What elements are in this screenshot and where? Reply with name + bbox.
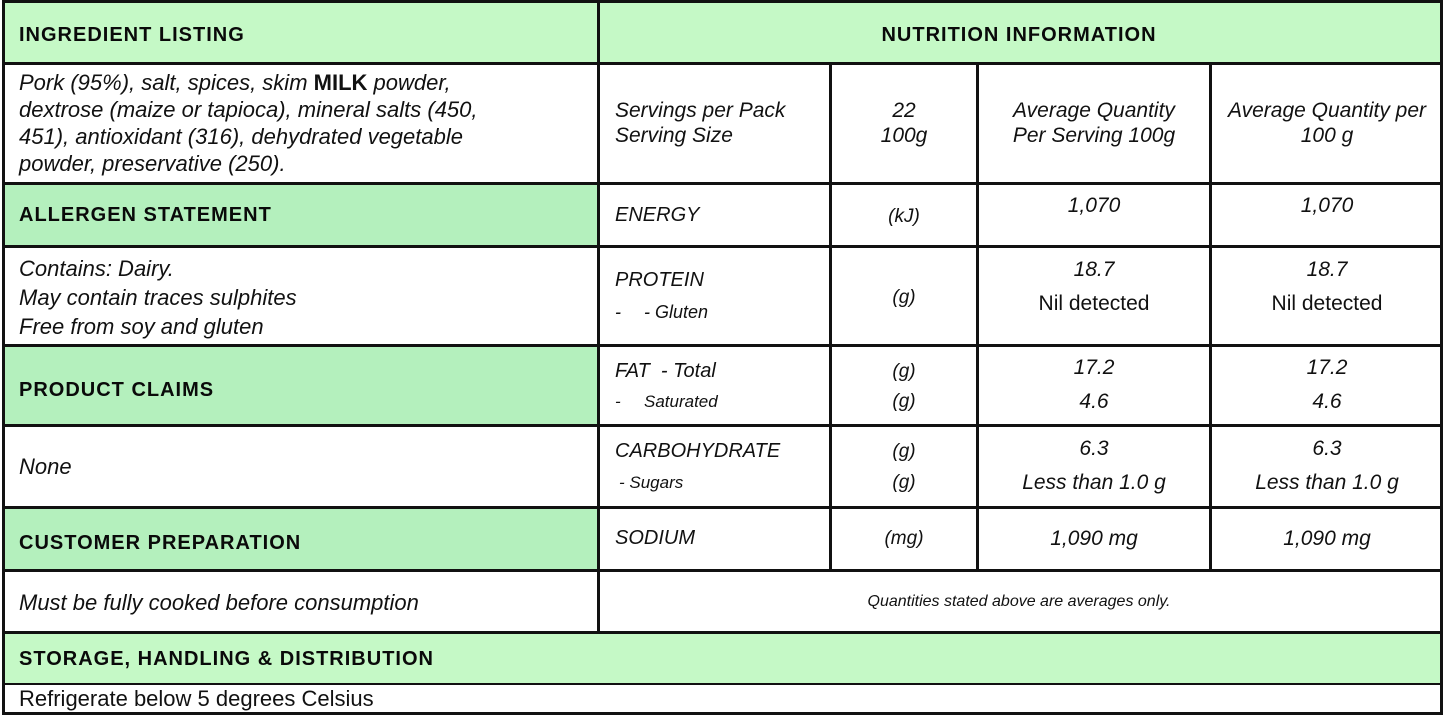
storage-heading: STORAGE, HANDLING & DISTRIBUTION (19, 648, 434, 670)
allergen-heading: ALLERGEN STATEMENT (19, 204, 272, 226)
nutrition-footnote: Quantities stated above are averages onl… (867, 593, 1171, 610)
servings-per-pack-label: Servings per Pack (615, 99, 786, 122)
serving-size-label: Serving Size (615, 124, 733, 147)
sodium-unit: (mg) (884, 528, 924, 549)
allergen-line-1: Contains: Dairy. (19, 256, 174, 281)
divider-main (597, 0, 600, 633)
ingredient-heading: INGREDIENT LISTING (19, 24, 245, 46)
per-serving-header-line-1: Average Quantity (1013, 99, 1175, 122)
gluten-per-100g: Nil detected (1271, 292, 1383, 315)
fat-unit: (g) (892, 361, 916, 382)
rule-63 (2, 62, 1443, 65)
border-top (2, 0, 1443, 3)
energy-unit: (kJ) (888, 206, 920, 227)
divider-col2 (829, 63, 832, 570)
rule-684 (2, 683, 1443, 685)
claims-header-bg (5, 346, 598, 424)
preparation-heading: CUSTOMER PREPARATION (19, 532, 302, 554)
energy-per-serving: 1,070 (1067, 194, 1121, 217)
allergen-line-2: May contain traces sulphites (19, 285, 297, 310)
sugars-per-100g: Less than 1.0 g (1255, 471, 1399, 494)
fat-per-serving: 17.2 (1073, 356, 1115, 379)
protein-label: PROTEIN (615, 269, 704, 291)
claims-heading: PRODUCT CLAIMS (19, 379, 215, 401)
carbohydrate-per-serving: 6.3 (1079, 437, 1109, 460)
carbohydrate-unit: (g) (892, 441, 916, 462)
carbohydrate-label: CARBOHYDRATE (615, 440, 781, 462)
preparation-value: Must be fully cooked before consumption (19, 590, 419, 615)
servings-per-pack-value: 22 (892, 99, 916, 122)
ingredient-line-2: dextrose (maize or tapioca), mineral sal… (19, 97, 478, 122)
gluten-label: - Gluten (644, 302, 709, 322)
per-100g-header-line-1: Average Quantity per (1227, 99, 1427, 122)
ingredient-line-1: Pork (95%), salt, spices, skim MILK powd… (19, 70, 451, 96)
protein-unit: (g) (892, 287, 916, 308)
per-100g-header-line-2: 100 g (1300, 124, 1354, 147)
rule-345 (2, 344, 1443, 347)
border-left (2, 0, 5, 715)
fat-per-100g: 17.2 (1306, 356, 1348, 379)
fat-sub-dash: - (615, 392, 621, 411)
preparation-header-bg (5, 508, 598, 570)
ingredient-allergen-milk: MILK (313, 70, 368, 95)
ingredient-line-1-pre: Pork (95%), salt, spices, skim (19, 70, 314, 95)
protein-sub-dash: - (615, 302, 621, 322)
energy-per-100g: 1,070 (1300, 194, 1354, 217)
rule-570 (2, 569, 1443, 572)
sodium-per-serving: 1,090 mg (1050, 527, 1138, 550)
saturated-label: Saturated (644, 392, 718, 411)
border-bottom (2, 712, 1443, 715)
sodium-label: SODIUM (615, 527, 695, 549)
sugars-label: - Sugars (619, 473, 684, 492)
nutrition-heading: NUTRITION INFORMATION (881, 24, 1157, 46)
allergen-line-3: Free from soy and gluten (19, 314, 264, 339)
claims-value: None (19, 454, 72, 479)
carbohydrate-per-100g: 6.3 (1312, 437, 1342, 460)
rule-246 (2, 245, 1443, 248)
protein-per-100g: 18.7 (1306, 258, 1348, 281)
border-right (1440, 0, 1443, 715)
saturated-per-serving: 4.6 (1079, 390, 1109, 413)
storage-value: Refrigerate below 5 degrees Celsius (19, 686, 374, 711)
ingredient-line-1-post: powder, (367, 70, 451, 95)
ingredient-line-3: 451), antioxidant (316), dehydrated vege… (19, 124, 463, 149)
sugars-unit: (g) (892, 472, 916, 493)
energy-label: ENERGY (615, 204, 700, 226)
per-serving-header-line-2: Per Serving 100g (1012, 124, 1176, 147)
ingredient-header-bg (5, 2, 598, 63)
fat-total-label: FAT - Total (615, 360, 716, 382)
storage-header-bg (5, 633, 1440, 683)
divider-col3 (976, 63, 979, 570)
rule-425 (2, 424, 1443, 427)
divider-col4 (1209, 63, 1212, 570)
protein-per-serving: 18.7 (1073, 258, 1115, 281)
saturated-per-100g: 4.6 (1312, 390, 1342, 413)
rule-183 (2, 182, 1443, 185)
serving-size-value: 100g (880, 124, 928, 147)
sugars-per-serving: Less than 1.0 g (1022, 471, 1166, 494)
rule-632 (2, 631, 1443, 634)
allergen-header-bg (5, 184, 598, 245)
sodium-per-100g: 1,090 mg (1283, 527, 1371, 550)
nutrition-header-bg (598, 2, 1440, 63)
rule-507 (2, 506, 1443, 509)
gluten-per-serving: Nil detected (1038, 292, 1150, 315)
saturated-unit: (g) (892, 391, 916, 412)
ingredient-line-4: powder, preservative (250). (19, 151, 286, 176)
